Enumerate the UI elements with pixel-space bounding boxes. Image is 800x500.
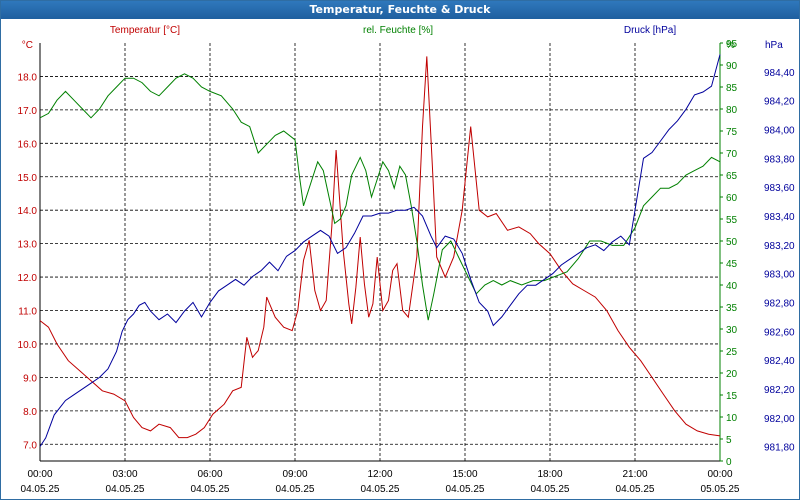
pressure-tick-label: 982,40	[764, 356, 795, 367]
pressure-tick-label: 983,80	[764, 154, 795, 165]
x-tick-label-date: 04.05.25	[106, 484, 145, 495]
temperature-tick-label: 11.0	[18, 307, 37, 318]
legend-temperature: Temperatur [°C]	[110, 25, 180, 36]
temperature-tick-label: 13.0	[18, 240, 38, 251]
x-tick-label-time: 18:00	[537, 469, 562, 480]
pressure-tick-label: 984,00	[764, 125, 795, 136]
x-tick-label-time: 03:00	[112, 469, 137, 480]
temperature-unit-label: °C	[22, 40, 33, 51]
humidity-tick-label: 10	[726, 413, 738, 424]
humidity-tick-label: 90	[726, 61, 738, 72]
humidity-tick-label: 15	[726, 391, 738, 402]
humidity-tick-label: 85	[726, 83, 738, 94]
temperature-tick-label: 8.0	[23, 407, 37, 418]
pressure-tick-label: 983,60	[764, 183, 795, 194]
legend-humidity: rel. Feuchte [%]	[363, 25, 433, 36]
series-line-humidity	[39, 73, 721, 321]
humidity-tick-label: 80	[726, 105, 738, 116]
humidity-tick-label: 35	[726, 303, 738, 314]
humidity-tick-label: 5	[726, 435, 732, 446]
x-tick-label-date: 04.05.25	[616, 484, 655, 495]
temperature-tick-label: 18.0	[18, 72, 38, 83]
series-lines	[39, 54, 721, 447]
pressure-tick-label: 982,00	[764, 414, 795, 425]
pressure-tick-label: 983,40	[764, 212, 795, 223]
temperature-tick-label: 7.0	[23, 440, 37, 451]
x-tick-label-time: 21:00	[622, 469, 647, 480]
x-tick-label-time: 06:00	[197, 469, 222, 480]
temperature-tick-label: 16.0	[18, 139, 38, 150]
pressure-tick-label: 982,20	[764, 385, 795, 396]
x-tick-label-date: 04.05.25	[276, 484, 315, 495]
humidity-tick-label: 0	[726, 457, 732, 468]
humidity-tick-label: 50	[726, 237, 738, 248]
x-tick-label-date: 04.05.25	[446, 484, 485, 495]
humidity-tick-label: 60	[726, 193, 738, 204]
pressure-tick-label: 982,60	[764, 327, 795, 338]
humidity-tick-label: 55	[726, 215, 738, 226]
x-tick-label-time: 00:00	[707, 469, 732, 480]
pressure-tick-label: 984,40	[764, 68, 795, 79]
pressure-tick-label: 983,20	[764, 241, 795, 252]
x-tick-label-date: 04.05.25	[361, 484, 400, 495]
pressure-unit-label: hPa	[765, 40, 783, 51]
x-tick-label-date: 04.05.25	[531, 484, 570, 495]
humidity-tick-label: 25	[726, 347, 738, 358]
x-tick-label-time: 12:00	[367, 469, 392, 480]
x-tick-label-time: 15:00	[452, 469, 477, 480]
humidity-tick-label: 95	[726, 39, 738, 50]
x-tick-label-date: 04.05.25	[191, 484, 230, 495]
temperature-tick-label: 15.0	[18, 173, 38, 184]
temperature-tick-label: 14.0	[18, 206, 38, 217]
pressure-tick-label: 982,80	[764, 298, 795, 309]
pressure-tick-label: 981,80	[764, 443, 795, 454]
x-tick-label-date: 05.05.25	[701, 484, 740, 495]
temperature-tick-label: 12.0	[18, 273, 38, 284]
humidity-tick-label: 65	[726, 171, 738, 182]
series-line-temperature	[39, 56, 721, 439]
pressure-tick-label: 983,00	[764, 270, 795, 281]
x-tick-label-time: 09:00	[282, 469, 307, 480]
legend-pressure: Druck [hPa]	[624, 25, 676, 36]
series-line-pressure	[39, 54, 721, 447]
grid	[39, 43, 721, 461]
axes: 00:00 04.05.25 03:00 04.05.25 06:00 04.05.25 0…	[18, 39, 795, 495]
temperature-tick-label: 9.0	[23, 373, 37, 384]
humidity-tick-label: 45	[726, 259, 738, 270]
humidity-tick-label: 30	[726, 325, 738, 336]
pressure-tick-label: 984,20	[764, 97, 795, 108]
window-title: Temperatur, Feuchte & Druck	[1, 1, 799, 19]
x-tick-label-time: 00:00	[27, 469, 52, 480]
humidity-tick-label: 20	[726, 369, 738, 380]
temperature-tick-label: 10.0	[18, 340, 38, 351]
humidity-tick-label: 70	[726, 149, 738, 160]
humidity-tick-label: 40	[726, 281, 738, 292]
humidity-unit-label: %	[726, 40, 735, 51]
x-tick-label-date: 04.05.25	[21, 484, 60, 495]
humidity-tick-label: 75	[726, 127, 738, 138]
temperature-tick-label: 17.0	[18, 106, 38, 117]
